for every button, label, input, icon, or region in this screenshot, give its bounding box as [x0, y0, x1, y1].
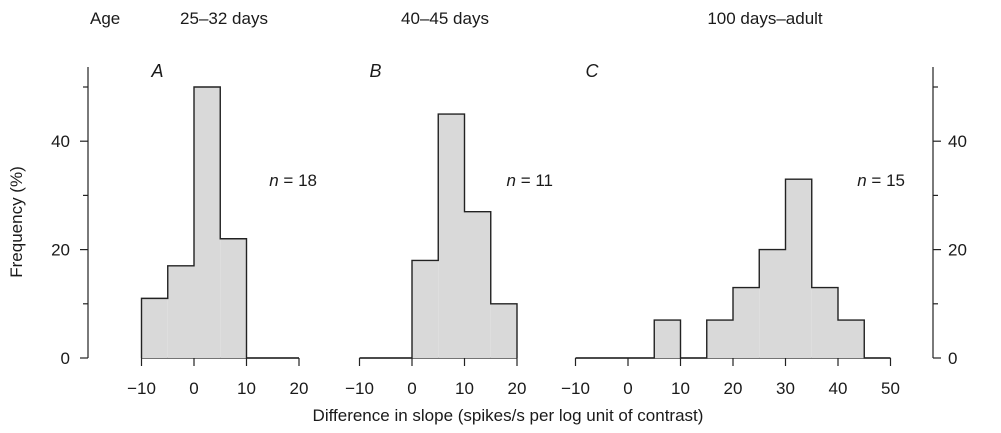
histogram-bar [654, 320, 681, 358]
x-tick-label: 20 [290, 379, 309, 398]
x-tick-label: −10 [345, 379, 374, 398]
histogram-bar [811, 287, 838, 358]
panel-a: −10 0 10 20 An = 18 [127, 61, 317, 398]
y-tick-label-left: 20 [51, 241, 70, 260]
sample-size-label: n = 11 [507, 171, 554, 190]
panel-letter: B [370, 61, 382, 81]
y-axis-title: Frequency (%) [7, 166, 26, 277]
histogram-bar [167, 265, 194, 358]
histogram-bar [141, 298, 168, 358]
y-tick-label-left: 0 [61, 349, 70, 368]
histogram-bar [490, 303, 517, 358]
panel-c: −10 0 10 20 30 40 50 Cn = 15 [561, 61, 905, 398]
x-tick-label: 0 [623, 379, 632, 398]
histogram-bar [733, 287, 760, 358]
x-tick-label: 20 [724, 379, 743, 398]
age-label: Age [90, 9, 120, 28]
x-axis-title: Difference in slope (spikes/s per log un… [313, 406, 704, 425]
x-tick-label: 10 [237, 379, 256, 398]
x-tick-label: 50 [881, 379, 900, 398]
age-group-b-label: 40–45 days [401, 9, 489, 28]
x-tick-label: 0 [407, 379, 416, 398]
x-tick-label: 10 [671, 379, 690, 398]
histogram-bar [438, 114, 465, 358]
histogram-outline [359, 113, 518, 359]
panel-letter: A [151, 61, 164, 81]
y-tick-label-right: 40 [948, 132, 967, 151]
age-group-a-label: 25–32 days [180, 9, 268, 28]
age-group-c-label: 100 days–adult [707, 9, 823, 28]
x-tick-label: 0 [189, 379, 198, 398]
histogram-bar [838, 320, 865, 358]
histogram-outline [575, 178, 891, 359]
x-tick-label: −10 [561, 379, 590, 398]
histogram-bar [706, 320, 733, 358]
histogram-bar [220, 238, 247, 358]
panel-letter: C [586, 61, 600, 81]
y-tick-label-right: 0 [948, 349, 957, 368]
histogram-panels: 0 20 40 0 20 40 −10 0 10 20 An = 18 −10 0 10 20 Bn = 11… [51, 61, 967, 398]
x-tick-label: 20 [508, 379, 527, 398]
y-tick-label-left: 40 [51, 132, 70, 151]
histogram-bar [464, 211, 491, 358]
histogram-bar [194, 87, 221, 358]
x-tick-label: −10 [127, 379, 156, 398]
x-tick-label: 30 [776, 379, 795, 398]
histogram-bar [412, 260, 439, 358]
panel-b: −10 0 10 20 Bn = 11 [345, 61, 553, 398]
x-tick-label: 10 [455, 379, 474, 398]
y-tick-label-right: 20 [948, 241, 967, 260]
histogram-bar [785, 179, 812, 358]
histogram-outline [140, 86, 299, 359]
sample-size-label: n = 18 [269, 171, 317, 190]
sample-size-label: n = 15 [857, 171, 905, 190]
histogram-bar [759, 249, 786, 358]
x-tick-label: 40 [829, 379, 848, 398]
